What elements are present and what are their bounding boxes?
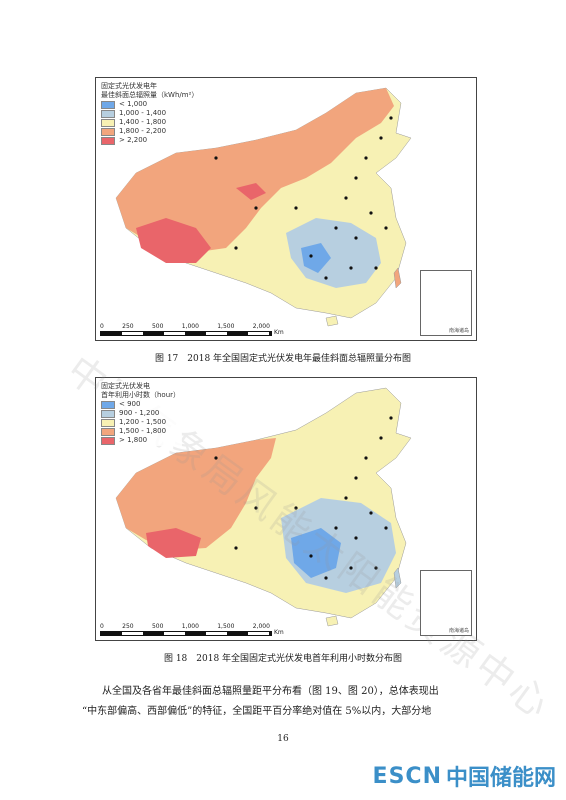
legend-title: 固定式光伏发电年 — [101, 82, 157, 90]
south-china-sea-inset: 南海诸岛 — [420, 270, 472, 336]
brand-logo: ESCN — [372, 763, 442, 789]
legend-subtitle: 最佳斜面总辐照量（kWh/m²） — [101, 91, 199, 99]
site-name: 中国储能网 — [445, 766, 556, 791]
legend-item: 900 - 1,200 — [101, 409, 180, 418]
map-legend: 固定式光伏发电 首年利用小时数（hour） < 900 900 - 1,200 … — [99, 381, 183, 446]
figure-17-map: 固定式光伏发电年 最佳斜面总辐照量（kWh/m²） < 1,000 1,000 … — [95, 77, 477, 341]
legend-item: < 900 — [101, 400, 180, 409]
paragraph-line: “中东部偏高、西部偏低”的特征，全国距平百分率绝对值在 5%以内，大部分地 — [82, 706, 432, 717]
china-map — [115, 87, 412, 327]
legend-item: 1,200 - 1,500 — [101, 418, 180, 427]
legend-title: 固定式光伏发电 — [101, 382, 150, 390]
figure-18-map: 固定式光伏发电 首年利用小时数（hour） < 900 900 - 1,200 … — [95, 377, 477, 641]
legend-item: 1,400 - 1,800 — [101, 118, 198, 127]
paragraph-line: 从全国及各省年最佳斜面总辐照量距平分布看（图 19、图 20），总体表现出 — [102, 686, 439, 697]
legend-item: > 2,200 — [101, 136, 198, 145]
scale-bar: 0 250 500 1,000 1,500 2,000 Km — [100, 623, 284, 636]
figure-17-caption: 图 17 2018 年全国固定式光伏发电年最佳斜面总辐照量分布图 — [154, 354, 412, 364]
china-map — [115, 387, 412, 627]
south-china-sea-inset: 南海诸岛 — [420, 570, 472, 636]
scale-bar: 0 250 500 1,000 1,500 2,000 Km — [100, 323, 284, 336]
legend-item: < 1,000 — [101, 100, 198, 109]
footer-logo: ESCN 中国储能网 — [373, 760, 556, 792]
page-number: 16 — [277, 734, 289, 744]
legend-subtitle: 首年利用小时数（hour） — [101, 391, 181, 399]
figure-18-caption: 图 18 2018 年全国固定式光伏发电首年利用小时数分布图 — [163, 654, 403, 664]
legend-item: 1,500 - 1,800 — [101, 427, 180, 436]
map-legend: 固定式光伏发电年 最佳斜面总辐照量（kWh/m²） < 1,000 1,000 … — [99, 81, 201, 146]
legend-item: 1,800 - 2,200 — [101, 127, 198, 136]
body-paragraph: 从全国及各省年最佳斜面总辐照量距平分布看（图 19、图 20），总体表现出 “中… — [82, 682, 482, 722]
legend-item: 1,000 - 1,400 — [101, 109, 198, 118]
legend-item: > 1,800 — [101, 436, 180, 445]
